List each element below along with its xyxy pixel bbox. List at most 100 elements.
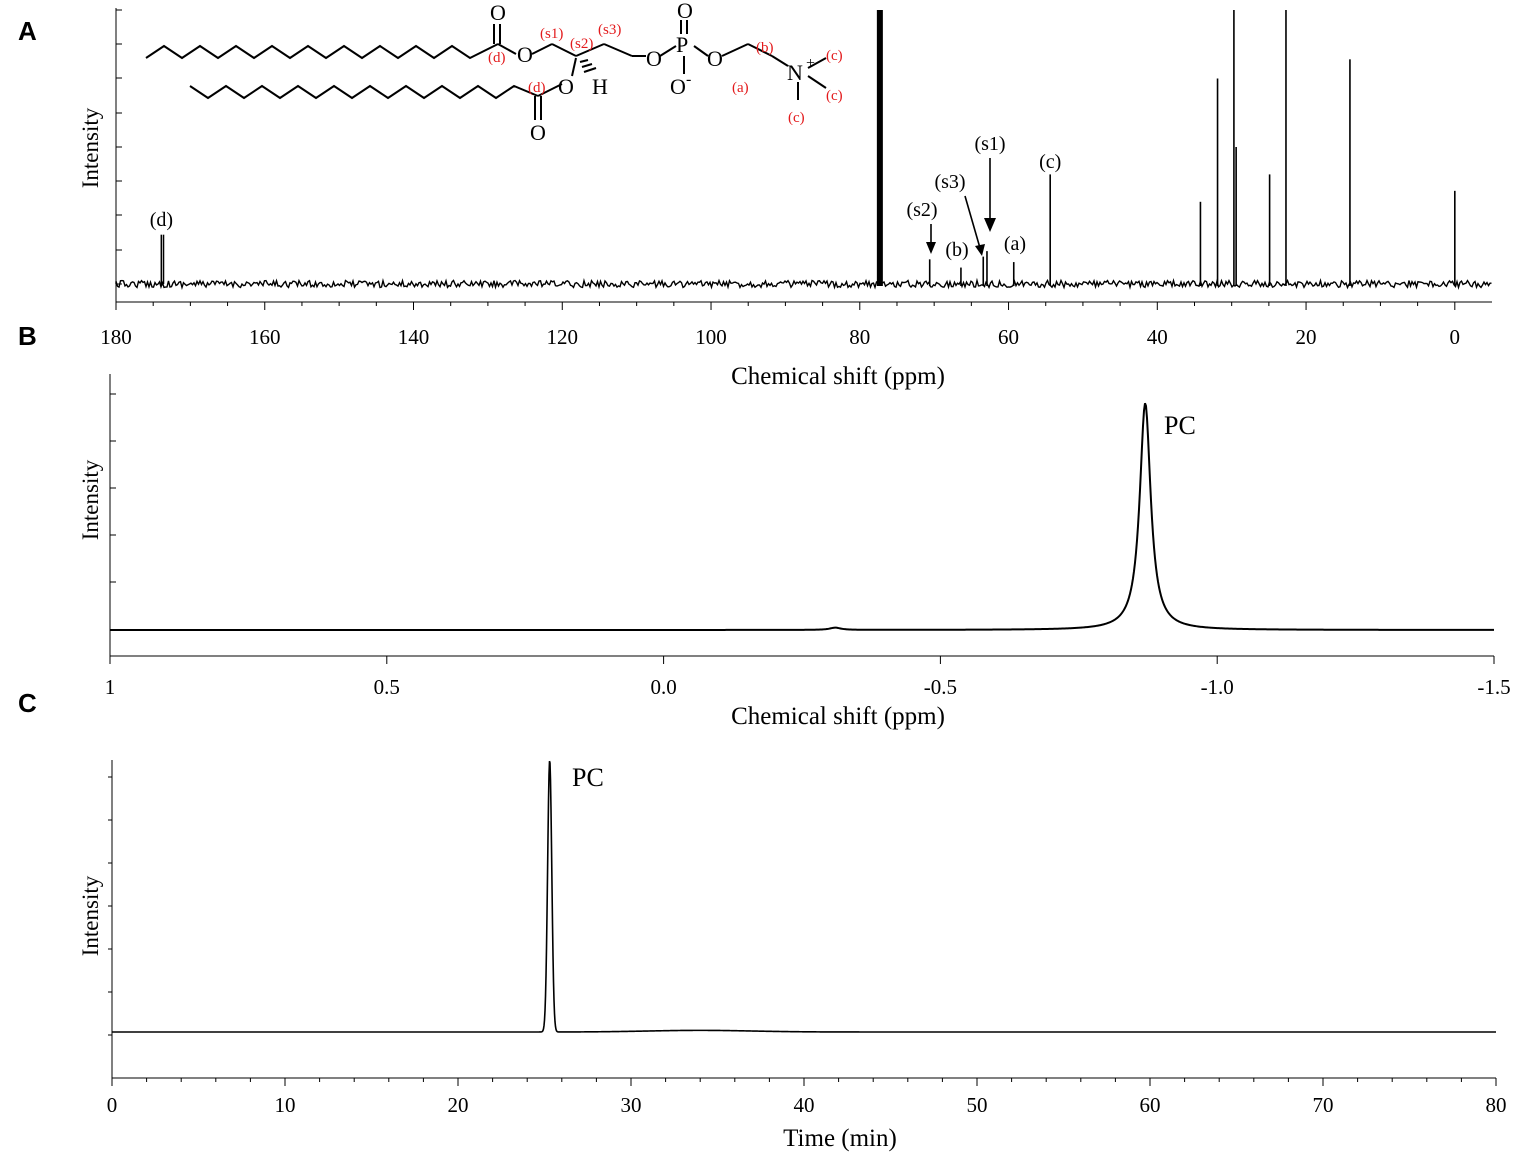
ester-1-o: O (517, 42, 533, 67)
panel-a-peak-label: (s2) (906, 199, 937, 221)
choline-bond-a (721, 43, 749, 57)
pc-structure (145, 20, 827, 120)
panel-a-peak (928, 259, 931, 286)
label-b: (b) (756, 40, 774, 56)
panel-a-peak (162, 234, 165, 284)
panel-a-peak (1233, 10, 1235, 286)
panel-b-pc-label: PC (1164, 411, 1196, 440)
panel-a-peak (982, 256, 985, 286)
panel-a-xtick-label: 160 (249, 325, 281, 349)
panel-c-xtick-label: 0 (107, 1093, 118, 1117)
stereo-hash-3 (583, 67, 597, 73)
panel-a-peak-label: (d) (150, 209, 173, 231)
arrow-s3-head (975, 244, 985, 256)
bridge-o-1: O (646, 46, 662, 71)
panel-b-xtick-label: 0.5 (374, 675, 400, 699)
panel-a-xlabel: Chemical shift (ppm) (731, 363, 945, 390)
label-s1: (s1) (540, 26, 563, 42)
panel-a-chart: Intensity Chemical shift (ppm) 180 160 140… (78, 0, 1492, 390)
backbone-bond-4 (603, 43, 633, 57)
backbone-bond-1 (531, 43, 553, 55)
panel-a-xtick-label: 40 (1147, 325, 1168, 349)
panel-letter-b: B (18, 321, 37, 351)
choline-bond-c (771, 55, 789, 67)
sn2-o: O (558, 74, 574, 99)
panel-a-peak (1049, 174, 1051, 286)
panel-c-xtick-label: 10 (275, 1093, 296, 1117)
panel-c-trace (112, 760, 1496, 1033)
panel-a-xtick-label: 120 (547, 325, 579, 349)
panel-c-xtick-label: 80 (1486, 1093, 1507, 1117)
p-o-bond (659, 45, 677, 57)
panel-a-baseline-noise (115, 277, 1492, 291)
panel-a-peak-label: (a) (1004, 233, 1026, 255)
backbone-bond-2 (551, 43, 577, 57)
arrow-s1-head (984, 218, 996, 232)
panel-a-peak-label: (s1) (974, 133, 1005, 155)
label-d1: (d) (488, 50, 506, 66)
label-c2: (c) (826, 88, 843, 104)
panel-a-peak (1349, 59, 1351, 286)
panel-a-xtick-label: 20 (1296, 325, 1317, 349)
label-c1: (c) (826, 48, 843, 64)
panel-a-peak (1235, 147, 1237, 286)
panel-b-xtick-label: 0.0 (650, 675, 676, 699)
panel-a-xtick-label: 0 (1450, 325, 1461, 349)
n-plus-sign: + (806, 55, 815, 72)
backbone-bond-3 (575, 43, 605, 57)
ester-1-bond (497, 43, 517, 55)
n-atom: N (787, 60, 803, 85)
label-a: (a) (732, 80, 749, 96)
methyl-bond-2 (807, 75, 827, 89)
panel-a-peak-label: (b) (945, 239, 968, 261)
panel-c-pc-label: PC (572, 763, 604, 792)
panel-a-peak (1268, 174, 1271, 286)
panel-a-peak (1012, 262, 1015, 286)
p-minus-sign: - (686, 71, 691, 88)
label-s2: (s2) (570, 36, 593, 52)
panel-b-xtick-label: 1 (105, 675, 116, 699)
p-double-o: O (677, 0, 693, 23)
panel-a-xtick-label: 140 (398, 325, 430, 349)
panel-c-xtick-label: 30 (621, 1093, 642, 1117)
panel-b-xtick-label: -0.5 (924, 675, 957, 699)
panel-a-peak (1199, 201, 1202, 286)
panel-b-trace (110, 402, 1494, 631)
panel-a-ylabel: Intensity (78, 107, 103, 188)
panel-a-peak-label: (c) (1039, 151, 1061, 173)
panel-letter-a: A (18, 16, 37, 46)
panel-a-peak (1454, 190, 1456, 286)
p-bridge-bond (693, 45, 709, 57)
panel-a-xtick-label: 60 (998, 325, 1019, 349)
panel-b-xtick-label: -1.0 (1201, 675, 1234, 699)
ester-2-bond (537, 83, 563, 97)
panel-a-xtick-label: 80 (849, 325, 870, 349)
stereo-hash-2 (581, 63, 593, 68)
chain-2 (189, 84, 539, 100)
stereo-hash-1 (579, 59, 589, 63)
panel-c-xtick-label: 50 (967, 1093, 988, 1117)
choline-bond-b (747, 43, 773, 57)
panel-a-xtick-label: 100 (695, 325, 727, 349)
panel-a-peak (1285, 10, 1287, 286)
panel-a-peak (960, 267, 962, 286)
panel-b-xtick-label: -1.5 (1477, 675, 1510, 699)
panel-c-ylabel: Intensity (78, 875, 103, 956)
p-minus-o: O (670, 74, 686, 99)
label-d2: (d) (528, 80, 546, 96)
panel-c-chart: Intensity Time (min) 0 10 20 30 40 50 60 70 80 P… (78, 760, 1507, 1152)
sn2-o-bond (571, 57, 577, 77)
bridge-o-2: O (707, 46, 723, 71)
p-atom: P (676, 32, 688, 57)
panel-c-xtick-label: 70 (1313, 1093, 1334, 1117)
panel-b-ylabel: Intensity (78, 459, 103, 540)
panel-a-peak (1216, 78, 1219, 286)
panel-a-peak (986, 251, 988, 286)
arrow-s3 (964, 195, 981, 249)
panel-a-peak (876, 10, 883, 286)
label-c3: (c) (788, 110, 805, 126)
carbonyl-1-o: O (490, 0, 506, 25)
panel-c-xtick-label: 60 (1140, 1093, 1161, 1117)
h-atom: H (592, 74, 608, 99)
